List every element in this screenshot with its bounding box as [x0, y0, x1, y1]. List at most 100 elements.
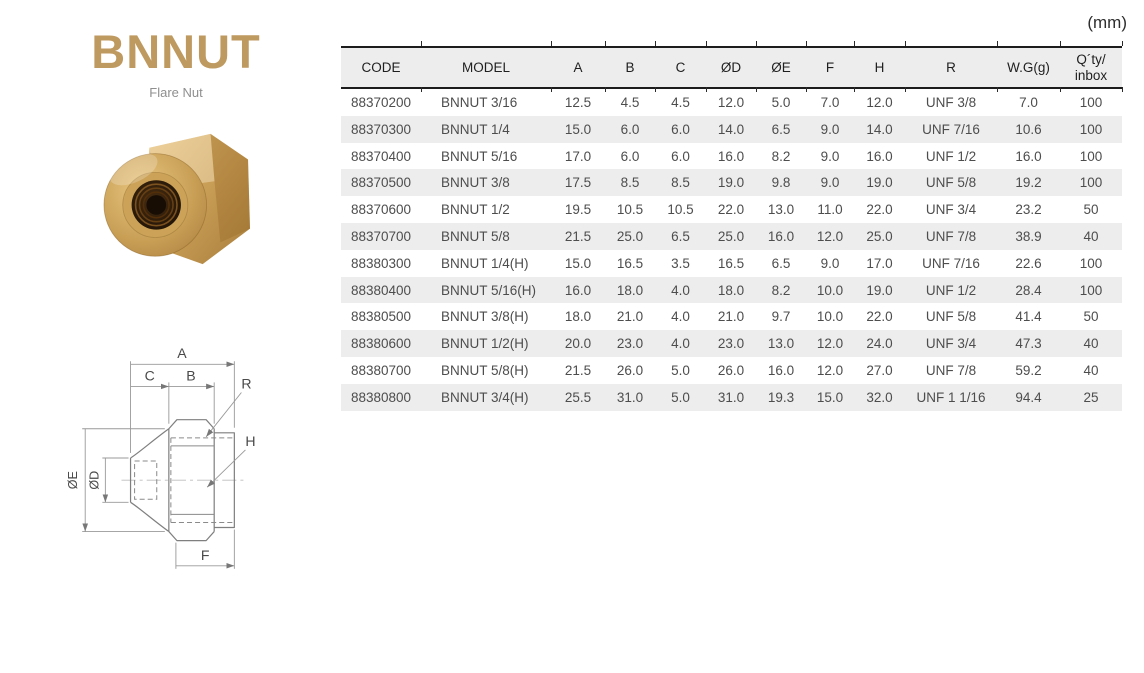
column-header-7: ØE — [756, 41, 807, 90]
cell-value: 10.0 — [816, 282, 844, 298]
table-row: 88380700 BNNUT 5/8(H) 21.5 26.0 5.0 26.0 16.0 1… — [341, 357, 1122, 384]
cell-value: 59.2 — [1015, 362, 1042, 378]
cell-value: 8.2 — [771, 282, 791, 298]
cell-value: 20.0 — [564, 336, 592, 352]
cell-value: UNF 1/2 — [925, 148, 977, 164]
cell-value: 40 — [1083, 362, 1099, 378]
hidden-thread-lines — [134, 437, 235, 523]
cell-value: 9.8 — [771, 175, 791, 191]
cell-value: 19.2 — [1015, 175, 1042, 191]
cross-section-drawing: A C B R H F ØE ØD — [66, 345, 256, 569]
cell-value: 9.7 — [771, 309, 791, 325]
cell-value: 23.0 — [717, 336, 745, 352]
cell-value: 9.0 — [820, 255, 840, 271]
cell-value: 9.0 — [820, 175, 840, 191]
cell-value: 21.0 — [616, 309, 644, 325]
cell-value: 14.0 — [717, 121, 745, 137]
cell-value: 10.0 — [816, 309, 844, 325]
column-header-6: ØD — [706, 41, 757, 90]
cell-value: UNF 5/8 — [925, 309, 977, 325]
cell-value: 18.0 — [564, 309, 592, 325]
cell-value: 100 — [1079, 175, 1103, 191]
cell-model: BNNUT 1/2 — [441, 202, 510, 218]
cell-value: 100 — [1079, 148, 1103, 164]
cell-value: 15.0 — [816, 389, 844, 405]
cell-code: 88370200 — [350, 94, 412, 110]
cell-value: 27.0 — [866, 362, 893, 378]
table-row: 88370700 BNNUT 5/8 21.5 25.0 6.5 25.0 16.0 12.0… — [341, 223, 1122, 250]
cell-value: 12.0 — [816, 228, 844, 244]
cell-value: UNF 7/8 — [925, 362, 977, 378]
cell-model: BNNUT 1/4 — [441, 121, 510, 137]
cell-value: 50 — [1083, 202, 1099, 218]
table-row: 88380800 BNNUT 3/4(H) 25.5 31.0 5.0 31.0 19.3 1… — [341, 383, 1122, 411]
cell-value: 21.5 — [564, 362, 592, 378]
cell-value: 9.0 — [820, 148, 840, 164]
table-row: 88370500 BNNUT 3/8 17.5 8.5 8.5 19.0 9.8 9.0 19.… — [341, 169, 1122, 197]
cell-value: 6.5 — [771, 255, 791, 271]
cell-value: 5.0 — [671, 362, 690, 378]
cell-model: BNNUT 3/4(H) — [441, 389, 529, 405]
cell-value: 26.0 — [717, 362, 745, 378]
cell-value: 22.0 — [717, 202, 745, 218]
cell-code: 88380300 — [350, 255, 412, 271]
cell-code: 88370400 — [350, 148, 412, 164]
table-header-row: CODE MODEL A B C ØD ØE F H R W.G(g) Q´ty/ inbox — [341, 41, 1123, 90]
cell-value: 4.5 — [620, 94, 640, 110]
table-row: 88380400 BNNUT 5/16(H) 16.0 18.0 4.0 18.0 8.2 1… — [341, 276, 1122, 304]
product-title: BNNUT — [91, 25, 261, 78]
cell-value: 15.0 — [564, 255, 592, 271]
cell-value: 16.0 — [866, 148, 893, 164]
cell-value: 17.0 — [564, 148, 592, 164]
cell-value: 16.5 — [616, 255, 644, 271]
cell-value: 100 — [1079, 282, 1103, 298]
cell-value: 4.5 — [671, 94, 690, 110]
cell-value: 16.0 — [564, 282, 592, 298]
cell-value: 40 — [1083, 336, 1099, 352]
cell-model: BNNUT 5/16(H) — [441, 282, 537, 298]
column-header-9: H — [854, 41, 906, 90]
cell-value: 10.5 — [667, 202, 694, 218]
column-header-12: Q´ty/ inbox — [1060, 41, 1123, 90]
cell-value: 6.5 — [671, 228, 690, 244]
cell-value: 31.0 — [717, 389, 745, 405]
cell-value: UNF 7/16 — [922, 121, 980, 137]
cell-value: 7.0 — [1019, 94, 1038, 110]
cell-value: 47.3 — [1015, 336, 1042, 352]
cell-value: 9.0 — [820, 121, 840, 137]
cell-code: 88370700 — [350, 228, 412, 244]
cell-value: 25.0 — [616, 228, 644, 244]
cell-value: 50 — [1083, 309, 1099, 325]
cell-model: BNNUT 5/8(H) — [441, 362, 529, 378]
cell-value: 15.0 — [564, 121, 592, 137]
cell-value: 22.0 — [866, 309, 893, 325]
cell-value: 8.5 — [671, 175, 690, 191]
cell-value: 6.0 — [671, 121, 690, 137]
table-body: 88370200 BNNUT 3/16 12.5 4.5 4.5 12.0 5.0 7.0 12… — [341, 88, 1122, 411]
cell-value: 16.0 — [717, 148, 745, 164]
cell-value: 40 — [1083, 228, 1099, 244]
cell-value: 22.0 — [866, 202, 893, 218]
cell-value: 31.0 — [616, 389, 644, 405]
cell-value: 6.0 — [620, 148, 640, 164]
cell-value: UNF 1 1/16 — [916, 389, 986, 405]
cell-value: 7.0 — [820, 94, 840, 110]
cell-value: 17.0 — [866, 255, 893, 271]
cell-model: BNNUT 1/2(H) — [441, 336, 529, 352]
cell-model: BNNUT 1/4(H) — [441, 255, 529, 271]
dim-label-c: C — [145, 367, 155, 383]
cell-value: 16.0 — [767, 362, 795, 378]
product-subtitle: Flare Nut — [149, 84, 203, 100]
cell-value: 12.0 — [816, 336, 844, 352]
cell-value: 10.6 — [1015, 121, 1042, 137]
cell-value: 22.6 — [1015, 255, 1042, 271]
column-header-11: W.G(g) — [997, 41, 1061, 90]
cell-model: BNNUT 3/8(H) — [441, 309, 529, 325]
cell-value: 6.0 — [620, 121, 640, 137]
cell-value: 32.0 — [866, 389, 893, 405]
table-row: 88370300 BNNUT 1/4 15.0 6.0 6.0 14.0 6.5 9.0 14.… — [341, 115, 1122, 143]
cell-value: 41.4 — [1015, 309, 1042, 325]
cell-code: 88370300 — [350, 121, 412, 137]
product-panel: BNNUT Flare Nut — [58, 26, 294, 274]
cell-model: BNNUT 5/8 — [441, 228, 510, 244]
